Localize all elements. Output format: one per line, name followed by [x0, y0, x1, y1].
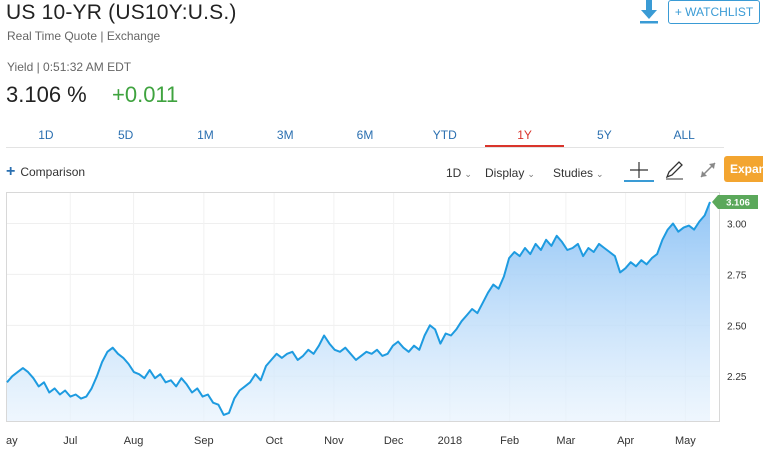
x-tick-label: Mar	[556, 435, 575, 447]
display-label: Display	[485, 166, 525, 180]
x-tick-label: ay	[6, 435, 18, 447]
y-tick-label: 2.50	[727, 321, 747, 332]
draw-button[interactable]	[662, 160, 686, 182]
download-button[interactable]	[638, 0, 660, 24]
expand-arrows-icon	[700, 162, 716, 178]
interval-label: 1D	[446, 166, 462, 180]
x-tick-label: Oct	[266, 435, 283, 447]
tab-6m[interactable]: 6M	[356, 128, 374, 142]
range-tabs: 1D 5D 1M 3M 6M YTD 1Y 5Y ALL	[6, 126, 724, 148]
comparison-button[interactable]: + Comparison	[6, 163, 86, 180]
crosshair-icon	[630, 162, 648, 178]
series-area	[7, 202, 710, 421]
last-price: 3.106 %	[6, 82, 87, 107]
tab-5d[interactable]: 5D	[118, 128, 134, 142]
download-icon	[640, 0, 658, 24]
x-tick-label: 2018	[438, 435, 462, 447]
x-tick-label: Apr	[617, 435, 634, 447]
chevron-down-icon: ⌄	[464, 169, 472, 179]
display-dropdown[interactable]: Display ⌄	[485, 166, 535, 180]
tab-ytd[interactable]: YTD	[432, 128, 457, 142]
expand-tab[interactable]: Expand	[724, 156, 763, 182]
x-tick-label: Aug	[124, 435, 144, 447]
chevron-down-icon: ⌄	[527, 169, 535, 179]
tab-1m[interactable]: 1M	[197, 128, 214, 142]
y-tick-label: 3.00	[727, 220, 747, 231]
price-change: +0.011	[112, 82, 179, 107]
comparison-label: Comparison	[20, 165, 86, 179]
interval-dropdown[interactable]: 1D ⌄	[446, 166, 472, 180]
x-tick-label: Jul	[63, 435, 77, 447]
quote-source: Real Time Quote | Exchange	[7, 29, 161, 43]
y-tick-label: 2.25	[727, 372, 747, 383]
tab-all[interactable]: ALL	[673, 128, 695, 142]
tab-5y[interactable]: 5Y	[597, 128, 612, 142]
price-chart[interactable]: 3.00 2.75 2.50 2.25 ay Jul Aug Sep Oct Nov Dec 2018…	[0, 192, 763, 452]
tab-1d[interactable]: 1D	[38, 128, 54, 142]
chart-svg: 3.00 2.75 2.50 2.25 ay Jul Aug Sep Oct Nov Dec 2018…	[6, 193, 758, 447]
y-tick-label: 2.75	[727, 270, 747, 281]
expand-button[interactable]	[696, 160, 720, 182]
series-line	[6, 201, 711, 416]
pencil-icon	[665, 161, 683, 180]
crosshair-button[interactable]	[624, 160, 654, 182]
chart-toolbar: + Comparison 1D ⌄ Display ⌄ Studies ⌄ Expan…	[0, 156, 763, 186]
x-tick-label: Nov	[324, 435, 344, 447]
watchlist-button[interactable]: + WATCHLIST	[668, 0, 760, 24]
plus-icon: +	[6, 163, 16, 180]
x-tick-label: Dec	[384, 435, 404, 447]
last-value-badge	[712, 194, 758, 209]
page-title: US 10-YR (US10Y:U.S.)	[6, 1, 237, 24]
studies-label: Studies	[553, 166, 594, 180]
chart-frame	[6, 192, 720, 422]
tab-1y[interactable]: 1Y	[484, 126, 565, 147]
chevron-down-icon: ⌄	[596, 169, 604, 179]
tab-3m[interactable]: 3M	[276, 128, 294, 142]
studies-dropdown[interactable]: Studies ⌄	[553, 166, 604, 180]
x-tick-label: Sep	[194, 435, 214, 447]
yield-timestamp: Yield | 0:51:32 AM EDT	[7, 60, 132, 74]
x-tick-label: May	[675, 435, 696, 447]
x-tick-label: Feb	[500, 435, 519, 447]
last-value-label: 3.106	[726, 197, 750, 208]
